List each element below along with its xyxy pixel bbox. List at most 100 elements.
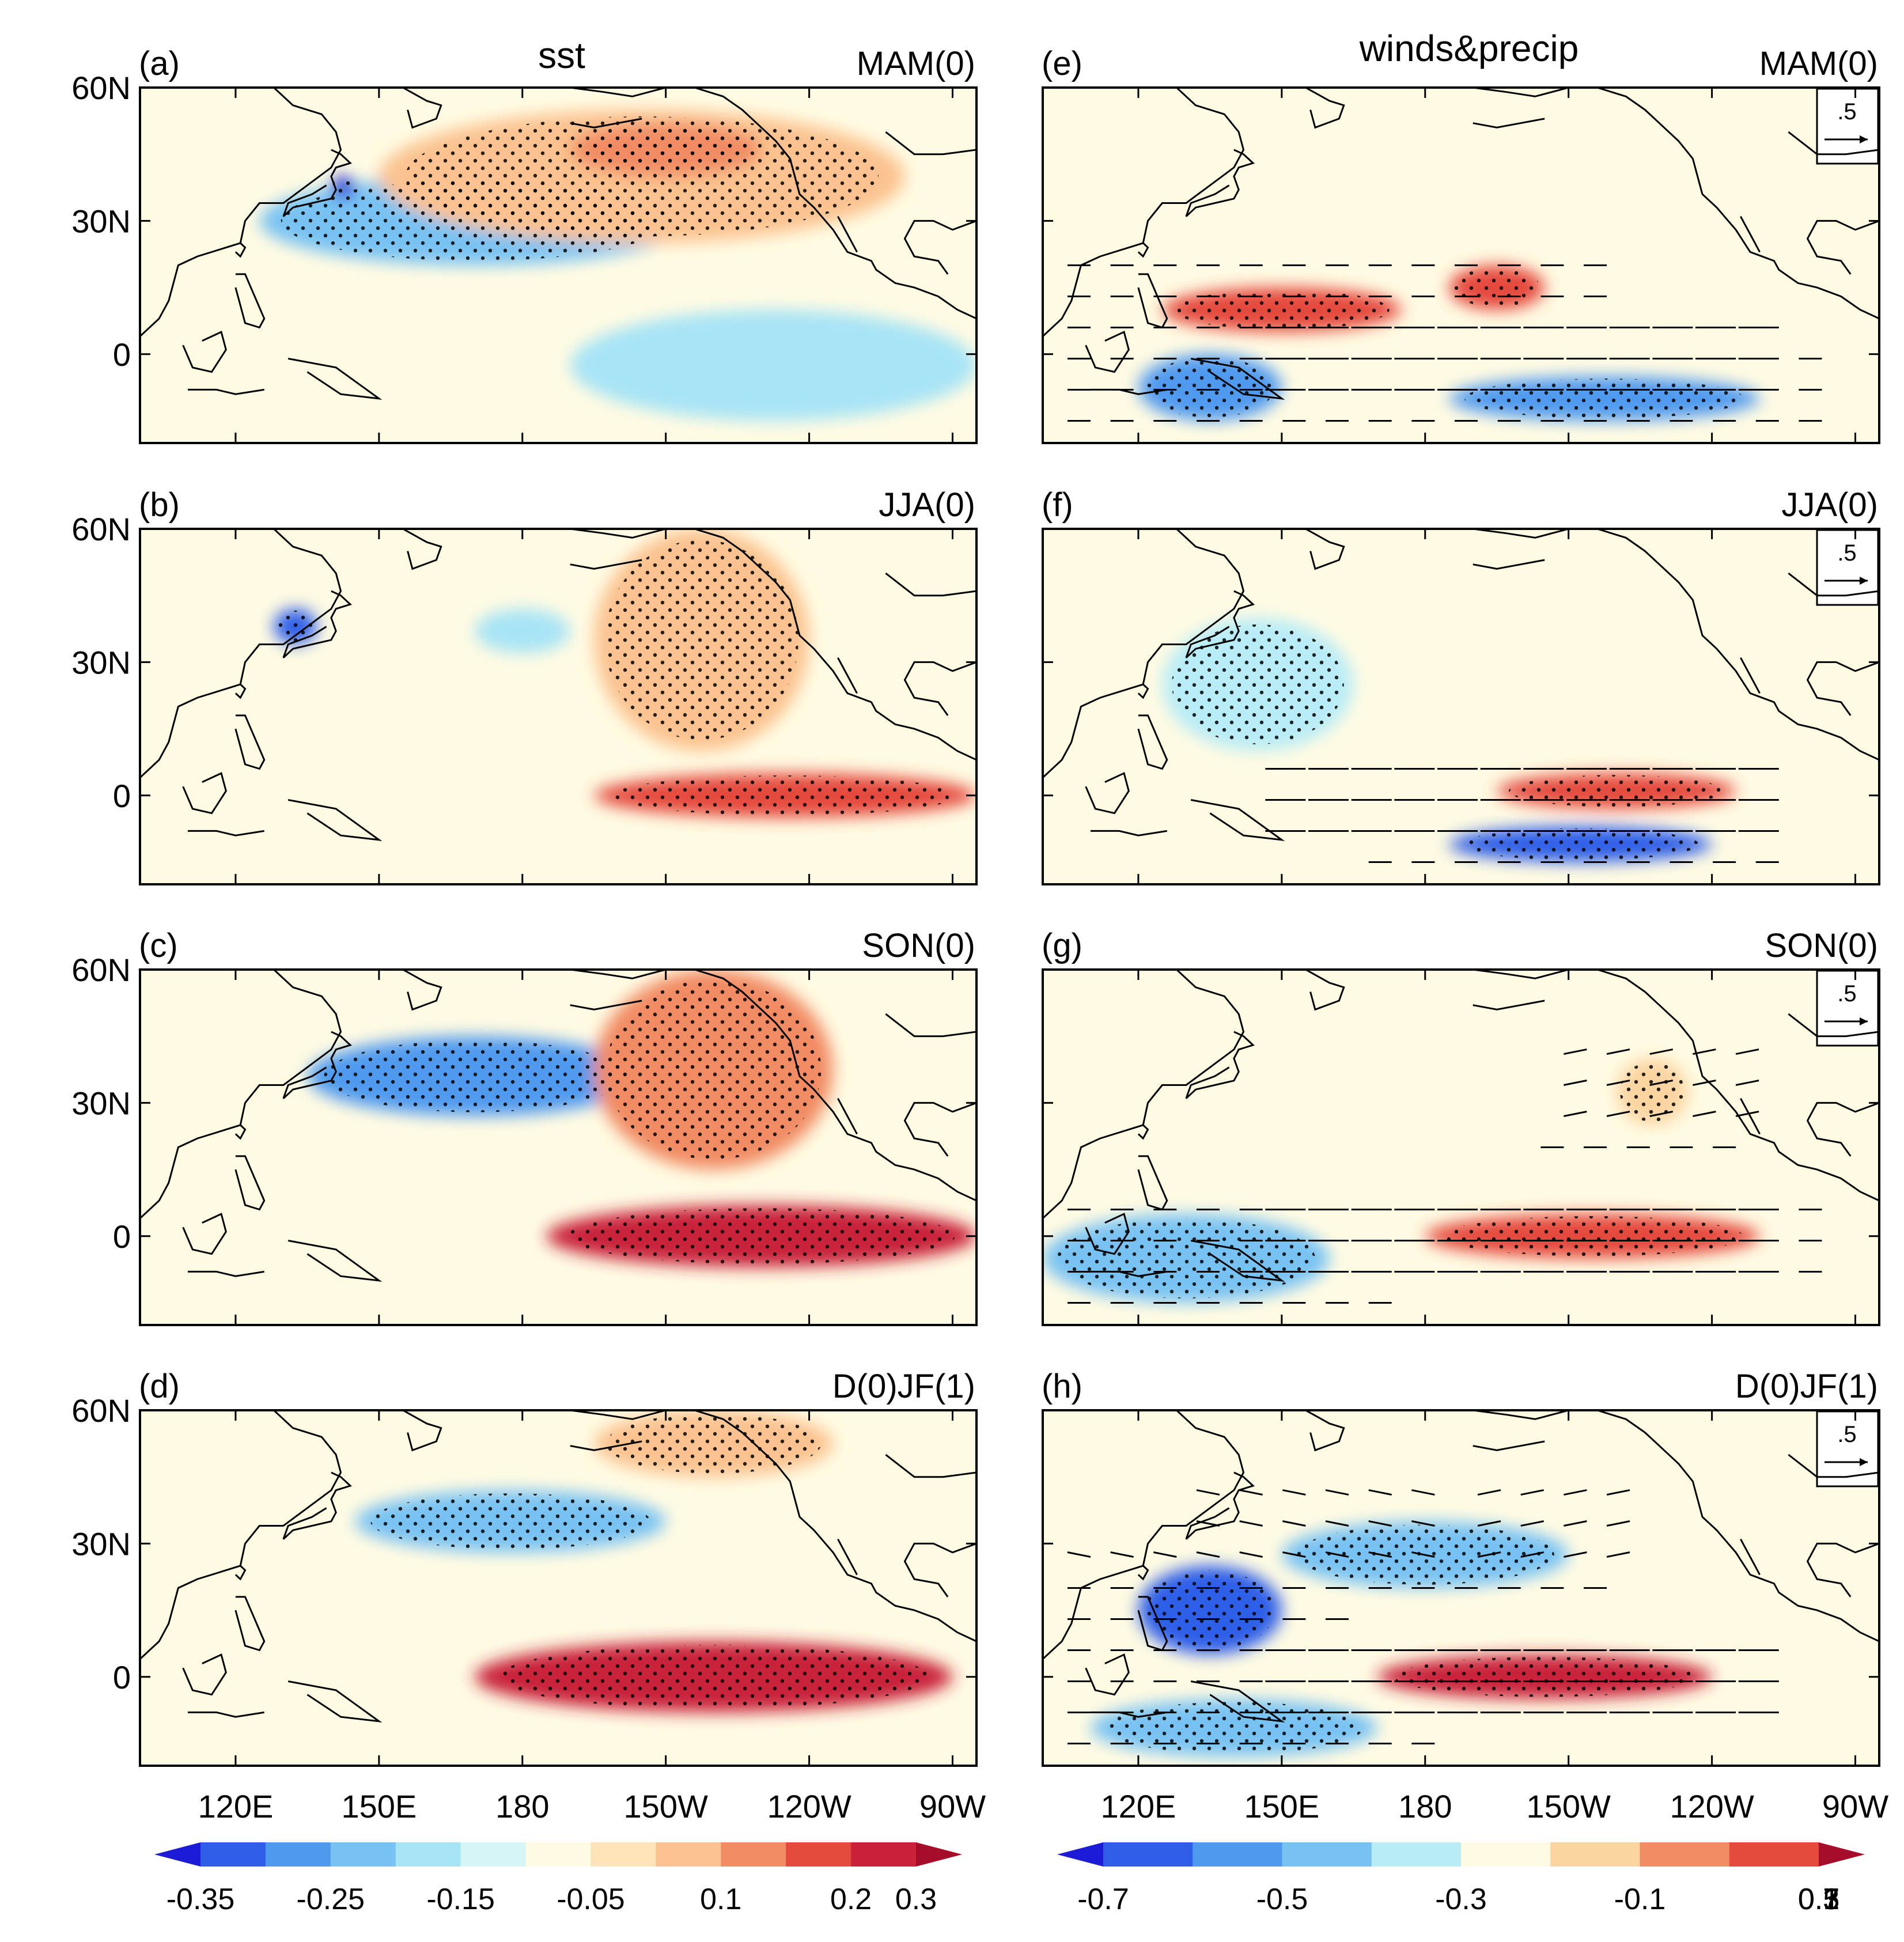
season-label: D(0)JF(1)	[832, 1368, 975, 1405]
y-tick-label: 0	[113, 1659, 131, 1695]
wind-arrow	[1239, 1551, 1263, 1558]
stippling	[370, 1413, 929, 1709]
wind-arrow	[1735, 1111, 1759, 1117]
panel-b: (b) JJA(0) 60N 30N 0	[71, 486, 978, 885]
x-tick-label: 150E	[341, 1788, 417, 1824]
wind-arrow	[1606, 1111, 1630, 1117]
colorbar-low-triangle	[154, 1842, 200, 1867]
wind-arrow	[1239, 1520, 1263, 1527]
colorbar-tick-label: 0.2	[830, 1883, 872, 1916]
colorbar-bin	[525, 1842, 591, 1867]
significance-dots	[605, 1413, 822, 1474]
colorbars: -0.35 -0.25 -0.15 -0.05 0.1 0.2 0.3 -0.7 -0.5 -0.…	[154, 1842, 1865, 1916]
panel-frame	[1042, 1409, 1880, 1767]
significance-dots	[1174, 289, 1390, 330]
y-tick-label: 0	[113, 1218, 131, 1255]
colorbar-tick-label: -0.35	[166, 1883, 235, 1916]
panel-background	[140, 529, 976, 884]
colorbar-low-triangle	[1057, 1842, 1103, 1867]
colorbar-bin	[656, 1842, 721, 1867]
colorbar-tick-label: -0.7	[1077, 1883, 1129, 1916]
panel-label: (a)	[139, 45, 180, 82]
colorbar-bin	[1371, 1842, 1462, 1867]
season-label: MAM(0)	[857, 45, 975, 82]
y-tick-label: 0	[113, 336, 131, 373]
colorbar-bin	[200, 1842, 266, 1867]
y-tick-label: 60N	[71, 511, 131, 547]
x-tick-label: 120W	[767, 1788, 851, 1824]
wind-arrow	[1239, 1489, 1263, 1496]
wind-arrow	[1520, 1489, 1545, 1496]
reference-vector-box: .5	[1816, 1410, 1879, 1487]
season-label: SON(0)	[862, 927, 975, 964]
significance-dots	[1104, 1702, 1363, 1754]
colorbar-tick-label: 0.1	[700, 1883, 741, 1916]
significance-dots	[1145, 1570, 1275, 1650]
panel-label: (g)	[1042, 927, 1082, 964]
coastlines	[140, 1410, 976, 1723]
y-tick-label: 30N	[71, 1085, 131, 1121]
wind-arrow	[1368, 1489, 1392, 1496]
panel-g: .5 (g) SON(0)	[1042, 927, 1880, 1326]
colorbar-tick-label: 0.3	[1798, 1883, 1839, 1916]
panel-label: (c)	[139, 927, 178, 964]
stippling	[281, 116, 879, 261]
colorbar-tick-label: 0.7	[1798, 1883, 1839, 1916]
significance-dots	[1057, 1218, 1315, 1299]
significance-dots	[1464, 378, 1744, 419]
panel-label: (h)	[1042, 1368, 1082, 1405]
wind-arrow	[1282, 1489, 1306, 1496]
x-tick-label: 180	[495, 1788, 549, 1824]
wind-arrow	[1564, 1551, 1587, 1558]
stippling	[324, 979, 955, 1265]
significance-dots	[332, 177, 354, 198]
panel-d: (d) D(0)JF(1) 60N 30N 0 120E 150E 180 150W 120W 90…	[71, 1368, 986, 1824]
stippling	[1104, 1524, 1695, 1754]
significance-dots	[567, 1208, 955, 1265]
coastlines	[140, 970, 976, 1282]
x-tick-label: 120E	[198, 1788, 274, 1824]
coastlines	[1043, 529, 1879, 842]
wind-arrow	[1606, 1048, 1630, 1055]
x-tick-label: 150E	[1244, 1788, 1319, 1824]
significance-dots	[324, 1040, 626, 1112]
wind-arrow	[1411, 1551, 1435, 1558]
panel-e: .5 (e) MAM(0)	[1042, 45, 1880, 444]
wind-arrow	[1520, 1520, 1545, 1527]
left-column-title: sst	[538, 35, 585, 76]
panel-f: .5 (f) JJA(0)	[1042, 486, 1880, 885]
y-tick-label: 60N	[71, 70, 131, 106]
reference-vector-label: .5	[1837, 981, 1856, 1006]
y-tick-label: 30N	[71, 203, 131, 239]
x-tick-label: 120E	[1101, 1788, 1176, 1824]
colorbar-high-triangle	[1819, 1842, 1865, 1867]
colorbar-tick-label: 0.5	[1798, 1883, 1839, 1916]
reference-vector-box: .5	[1816, 88, 1879, 165]
colorbar-bin	[1193, 1842, 1282, 1867]
wind-arrow	[1368, 1551, 1392, 1558]
x-tick-label: 120W	[1670, 1788, 1754, 1824]
panels: (a) MAM(0) 60N 30N 0 (b) JJA(0) 60N 30N 0 (c) SON(0…	[71, 45, 1888, 1824]
wind-arrow	[1649, 1048, 1674, 1055]
wind-arrow	[1110, 1551, 1134, 1558]
panel-frame	[1042, 86, 1880, 444]
significance-dots	[276, 610, 315, 643]
stippling	[276, 540, 957, 816]
significance-dots	[1453, 267, 1540, 308]
anomaly-blob	[474, 608, 570, 653]
coastlines	[140, 88, 976, 400]
wind-arrow	[1477, 1489, 1501, 1496]
wind-arrow	[1153, 1551, 1177, 1558]
reference-vector-label: .5	[1837, 1422, 1856, 1447]
y-tick-label: 0	[113, 778, 131, 814]
colorbar-bin	[851, 1842, 917, 1867]
wind-arrow	[1606, 1520, 1630, 1527]
significance-dots	[1172, 624, 1344, 745]
wind-vectors	[1265, 767, 1779, 863]
stippling	[1057, 1062, 1743, 1299]
precip-colorbar: -0.7 -0.5 -0.3 -0.1 0.10.30.50.7	[1057, 1842, 1865, 1916]
coastlines	[1043, 88, 1879, 400]
wind-arrow	[1564, 1111, 1587, 1117]
significance-dots	[580, 126, 752, 174]
colorbar-tick-label: -0.3	[1435, 1883, 1487, 1916]
